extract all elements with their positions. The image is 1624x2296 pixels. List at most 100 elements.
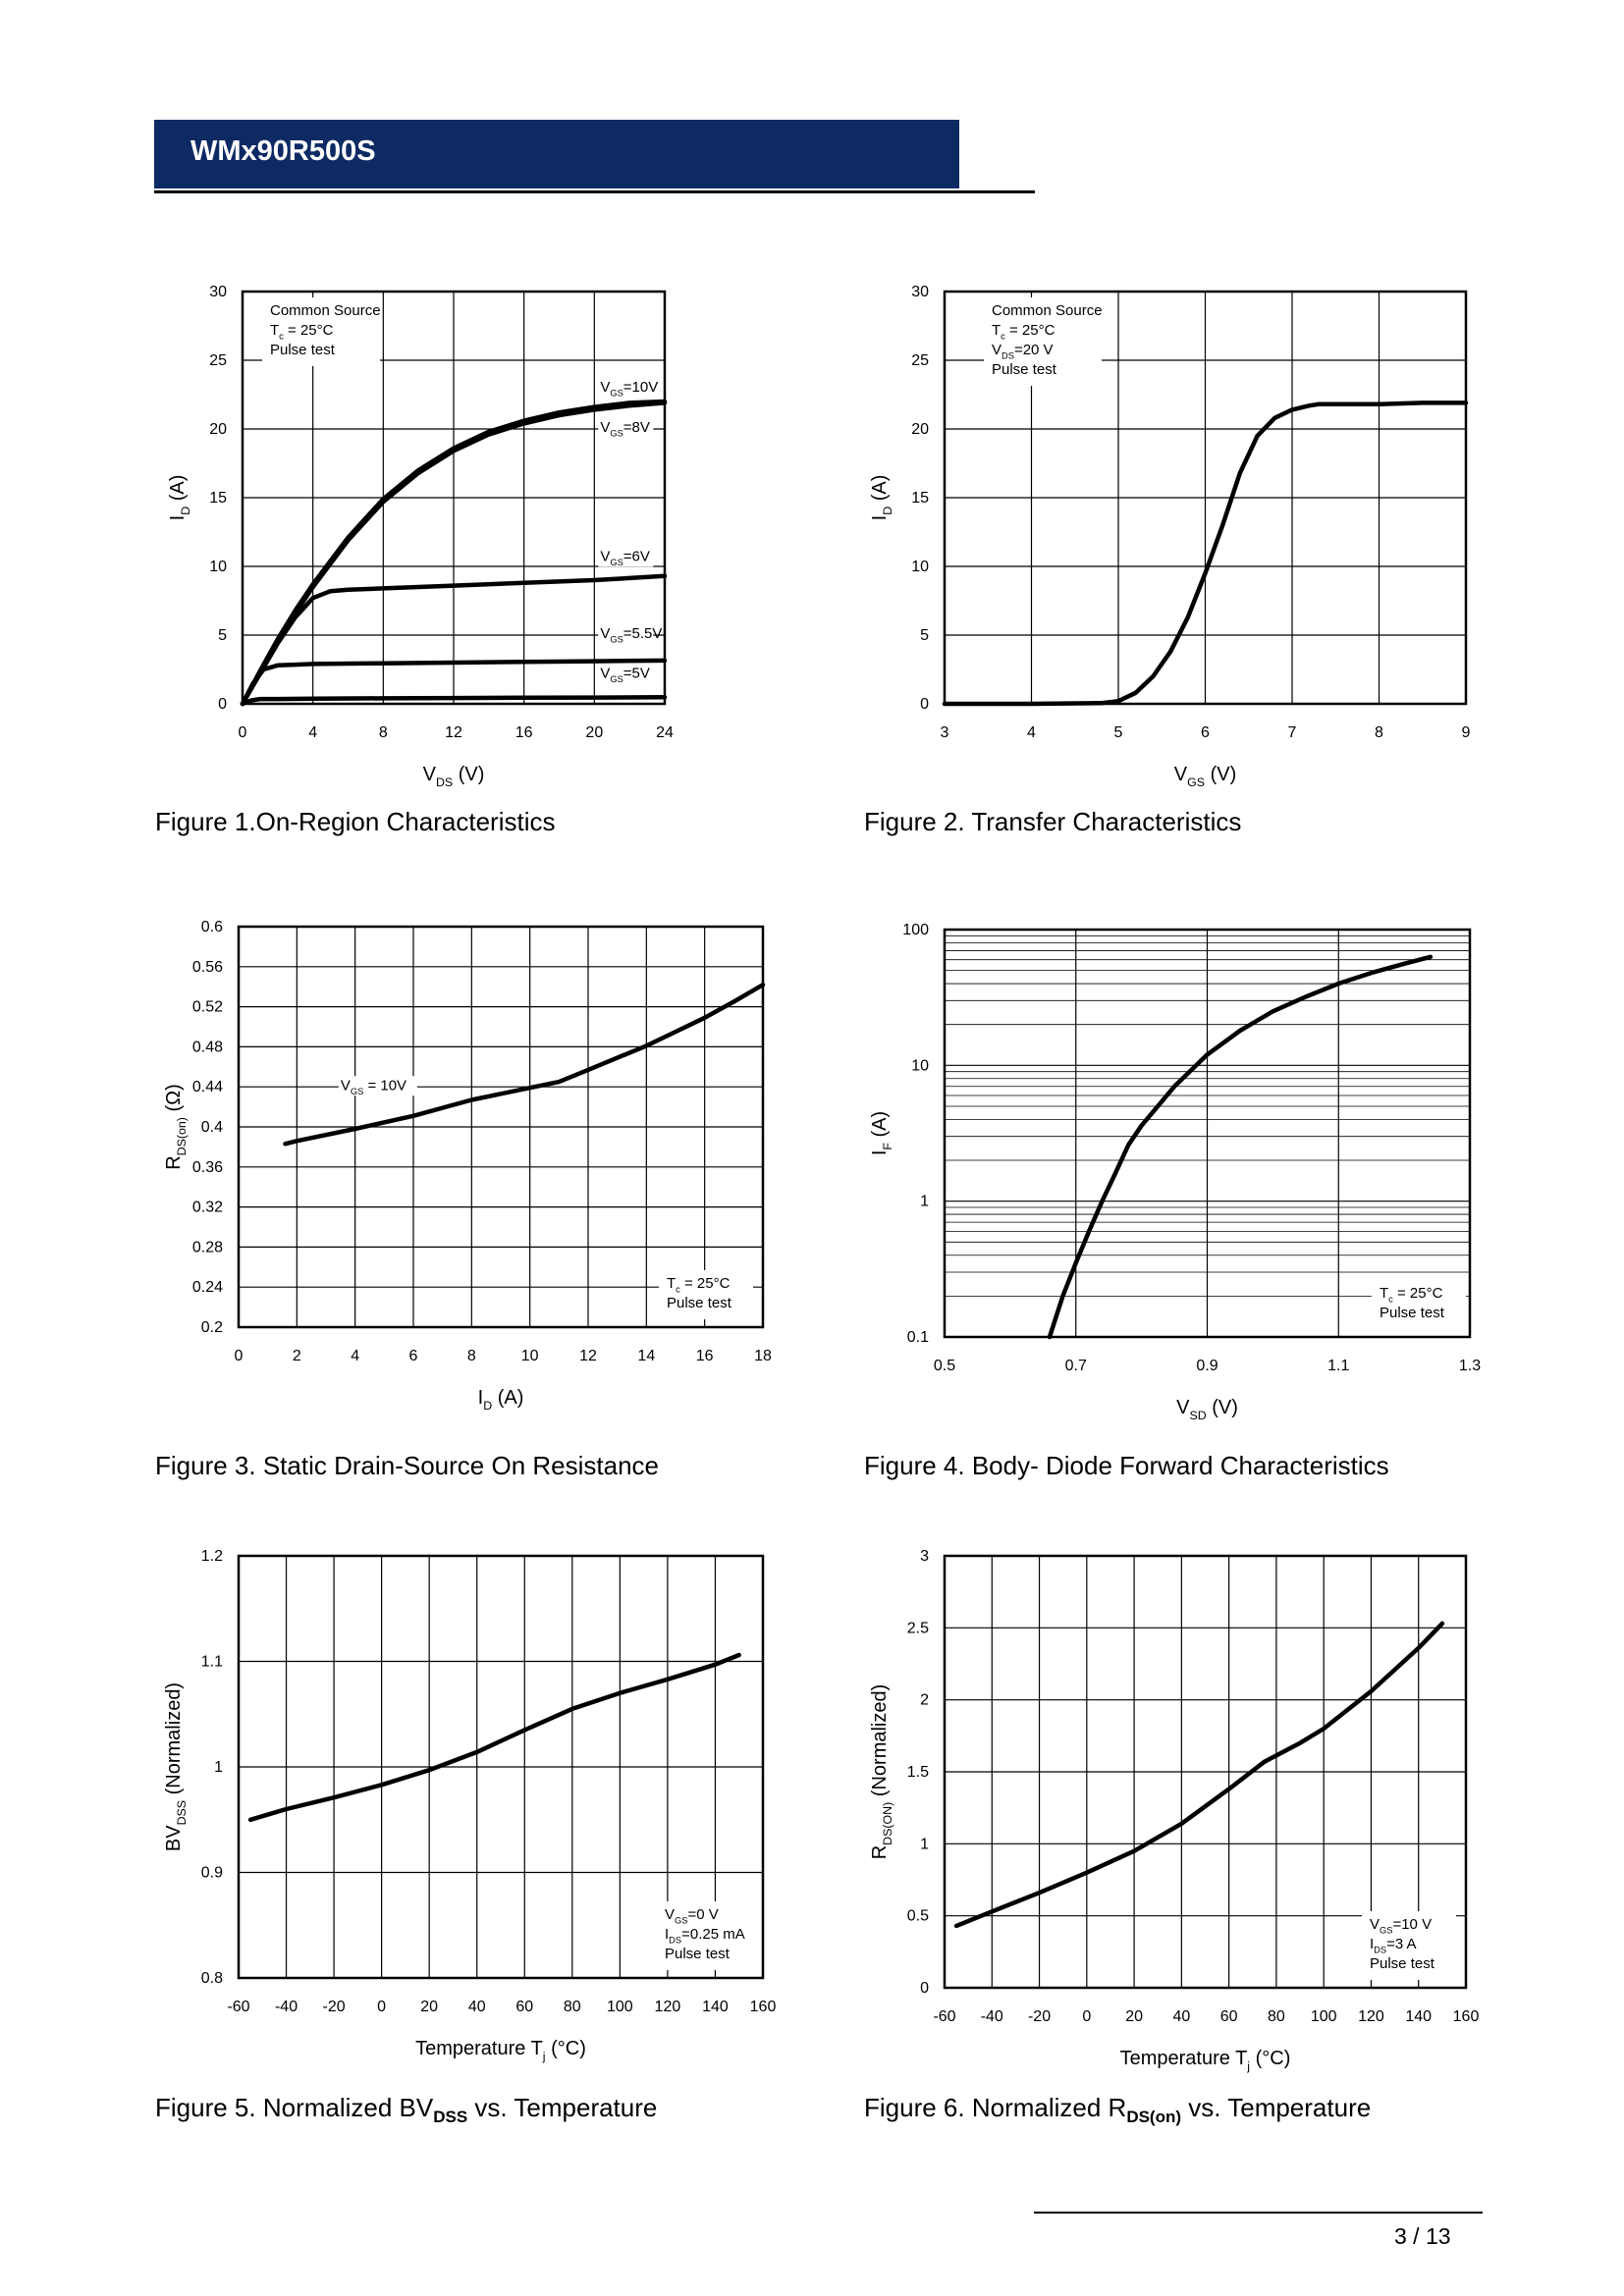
header-bar: WMx90R500S bbox=[154, 120, 959, 188]
x-axis-label: VDS (V) bbox=[423, 764, 485, 789]
caption-fig4: Figure 4. Body- Diode Forward Characteri… bbox=[864, 1451, 1389, 1480]
x-tick-label: 140 bbox=[1405, 2008, 1432, 2025]
x-tick-label: 0 bbox=[1082, 2008, 1091, 2025]
y-tick-label: 10 bbox=[911, 559, 929, 575]
y-tick-label: 0.4 bbox=[201, 1119, 223, 1136]
y-tick-label: 2 bbox=[920, 1692, 929, 1709]
y-axis-label: RDS(ON) (Normalized) bbox=[869, 1684, 894, 1860]
header-rule bbox=[154, 190, 1035, 193]
y-tick-label: 0 bbox=[218, 696, 227, 713]
annotation-line: Tc = 25°C bbox=[667, 1275, 731, 1295]
x-tick-label: 18 bbox=[754, 1348, 772, 1364]
chart-on-region: Common Source Tc = 25°C Pulse test 0 4 8 12 16 2… bbox=[152, 280, 790, 810]
chart-body-diode: Tc = 25°C Pulse test 0.5 0.7 0.9 1.1 1.3 0.1 1 10… bbox=[859, 913, 1488, 1423]
annotation-box bbox=[984, 297, 1102, 386]
y-axis-label: IF (A) bbox=[869, 1111, 894, 1155]
caption-fig1: Figure 1.On-Region Characteristics bbox=[155, 807, 556, 836]
y-tick-label: 3 bbox=[920, 1548, 929, 1565]
x-tick-label: 5 bbox=[1114, 724, 1123, 741]
series-line-1 bbox=[1047, 954, 1434, 1340]
annotation-line: VDS=20 V bbox=[992, 342, 1054, 361]
plot-frame bbox=[241, 290, 667, 706]
x-tick-label: 6 bbox=[1201, 724, 1210, 741]
page-number: 3 / 13 bbox=[1394, 2223, 1451, 2249]
y-tick-label: 0.1 bbox=[907, 1329, 929, 1346]
y-tick-label: 0.44 bbox=[192, 1079, 223, 1095]
plot-frame bbox=[943, 928, 1472, 1339]
x-tick-label: -60 bbox=[933, 2008, 955, 2025]
annotation-line: IDS=0.25 mA bbox=[665, 1926, 745, 1946]
plot-frame bbox=[943, 1554, 1468, 1990]
series-label-bg bbox=[598, 417, 654, 438]
annotation-line: Pulse test bbox=[992, 361, 1057, 378]
x-tick-label: 0.9 bbox=[1196, 1358, 1218, 1374]
document-title: WMx90R500S bbox=[190, 135, 376, 167]
y-tick-label: 0 bbox=[920, 696, 929, 713]
x-tick-label: 1.3 bbox=[1459, 1358, 1481, 1374]
annotation-line: VGS=10 V bbox=[1370, 1916, 1432, 1936]
annotation-line: Common Source bbox=[270, 302, 381, 319]
x-tick-label: 120 bbox=[655, 1999, 681, 2015]
x-axis-label: Temperature Tj (°C) bbox=[415, 2038, 586, 2063]
y-tick-label: 1.1 bbox=[201, 1654, 223, 1671]
x-tick-label: 100 bbox=[607, 1999, 633, 2015]
y-tick-label: 0.56 bbox=[192, 959, 223, 976]
x-tick-label: 8 bbox=[1375, 724, 1383, 741]
x-tick-label: 20 bbox=[585, 724, 603, 741]
y-axis-label: ID (A) bbox=[869, 475, 894, 521]
annotation-line: Pulse test bbox=[1370, 1955, 1435, 1972]
caption-fig6: Figure 6. Normalized RDS(on) vs. Tempera… bbox=[864, 2093, 1372, 2127]
y-tick-label: 0 bbox=[920, 1980, 929, 1997]
x-tick-label: -60 bbox=[227, 1999, 249, 2015]
y-axis-label-group: BVDSS (Normalized) bbox=[163, 1682, 189, 1851]
caption-fig5: Figure 5. Normalized BVDSS vs. Temperatu… bbox=[155, 2093, 658, 2127]
x-tick-label: 16 bbox=[696, 1348, 714, 1364]
annotation-box bbox=[262, 297, 380, 366]
x-tick-label: 40 bbox=[1172, 2008, 1190, 2025]
x-tick-label: -20 bbox=[323, 1999, 346, 2015]
footer-rule bbox=[1034, 2212, 1483, 2214]
series-label: VGS=6V bbox=[600, 548, 650, 567]
annotation-line: Tc = 25°C bbox=[270, 322, 334, 342]
y-tick-label: 2.5 bbox=[907, 1620, 929, 1636]
series-label-bg bbox=[598, 623, 654, 644]
x-tick-label: 10 bbox=[521, 1348, 539, 1364]
caption-fig2: Figure 2. Transfer Characteristics bbox=[864, 807, 1242, 836]
x-tick-label: 16 bbox=[515, 724, 533, 741]
x-axis-label: ID (A) bbox=[478, 1387, 524, 1413]
series-label-bg bbox=[598, 547, 654, 567]
series-line-1 bbox=[283, 982, 766, 1147]
y-tick-label: 0.28 bbox=[192, 1239, 223, 1255]
x-tick-label: -40 bbox=[275, 1999, 298, 2015]
y-axis-label-group: ID (A) bbox=[167, 475, 192, 521]
y-tick-label: 0.48 bbox=[192, 1039, 223, 1055]
x-axis-label: VSD (V) bbox=[1176, 1397, 1238, 1422]
y-tick-label: 15 bbox=[209, 490, 227, 507]
x-tick-label: 9 bbox=[1462, 724, 1471, 741]
y-tick-label: 0.2 bbox=[201, 1319, 223, 1336]
y-tick-label: 0.9 bbox=[201, 1865, 223, 1882]
x-tick-label: 0.7 bbox=[1065, 1358, 1087, 1374]
y-tick-label: 20 bbox=[209, 421, 227, 438]
x-tick-label: 8 bbox=[379, 724, 388, 741]
chart-on-resistance: Tc = 25°C Pulse test 0 2 4 6 8 10 12 14 16 18 0.2 0.2… bbox=[152, 913, 790, 1423]
x-tick-label: 7 bbox=[1288, 724, 1297, 741]
y-tick-label: 15 bbox=[911, 490, 929, 507]
y-tick-label: 1.2 bbox=[201, 1548, 223, 1565]
y-tick-label: 25 bbox=[911, 352, 929, 369]
y-tick-label: 100 bbox=[902, 922, 929, 938]
x-tick-label: 20 bbox=[420, 1999, 438, 2015]
x-tick-label: 12 bbox=[579, 1348, 597, 1364]
y-axis-label: BVDSS (Normalized) bbox=[163, 1682, 189, 1851]
x-tick-label: 0 bbox=[235, 1348, 244, 1364]
x-tick-label: 6 bbox=[409, 1348, 418, 1364]
x-tick-label: 0.5 bbox=[934, 1358, 955, 1374]
curve-label: VGS = 10V bbox=[341, 1077, 406, 1096]
y-tick-label: 0.36 bbox=[192, 1159, 223, 1176]
y-axis-label-group: RDS(ON) (Normalized) bbox=[869, 1684, 894, 1860]
y-axis-label-group: IF (A) bbox=[869, 1111, 894, 1155]
y-tick-label: 0.8 bbox=[201, 1970, 223, 1987]
y-tick-label: 1 bbox=[920, 1194, 929, 1210]
x-tick-label: 100 bbox=[1311, 2008, 1337, 2025]
x-axis-label: VGS (V) bbox=[1174, 764, 1236, 789]
